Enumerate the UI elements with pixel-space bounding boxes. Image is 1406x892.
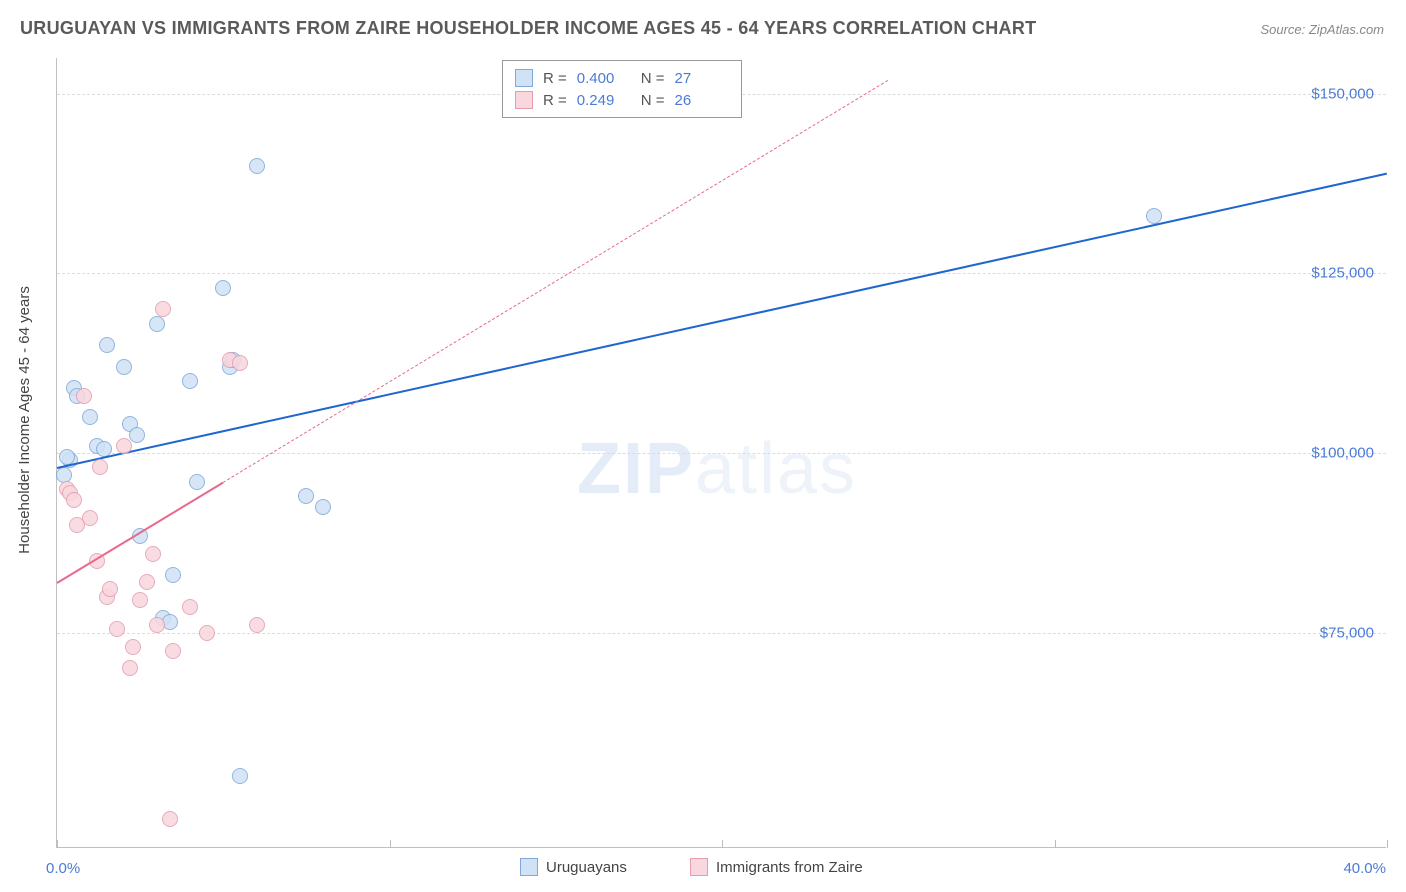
data-point: [102, 581, 118, 597]
gridline: [57, 273, 1386, 274]
data-point: [298, 488, 314, 504]
legend-row: R = 0.400 N = 27: [515, 67, 729, 89]
n-value: 27: [675, 70, 729, 87]
x-tick: [722, 840, 723, 848]
legend-row: R = 0.249 N = 26: [515, 89, 729, 111]
y-tick-label: $125,000: [1311, 265, 1374, 282]
data-point: [189, 474, 205, 490]
data-point: [199, 625, 215, 641]
legend-swatch: [515, 91, 533, 109]
data-point: [66, 492, 82, 508]
gridline: [57, 453, 1386, 454]
trend-line: [56, 482, 223, 584]
legend-swatch-uruguayans: [520, 858, 538, 876]
data-point: [116, 438, 132, 454]
data-point: [82, 510, 98, 526]
legend-label-uruguayans: Uruguayans: [546, 859, 627, 876]
bottom-legend-a: Uruguayans: [520, 858, 627, 876]
x-tick: [1055, 840, 1056, 848]
source-attribution: Source: ZipAtlas.com: [1260, 22, 1384, 37]
data-point: [76, 388, 92, 404]
legend-label-zaire: Immigrants from Zaire: [716, 859, 863, 876]
y-tick-label: $150,000: [1311, 85, 1374, 102]
legend-swatch: [515, 69, 533, 87]
data-point: [155, 301, 171, 317]
data-point: [249, 158, 265, 174]
n-label: N =: [641, 70, 665, 87]
data-point: [149, 617, 165, 633]
data-point: [315, 499, 331, 515]
r-label: R =: [543, 70, 567, 87]
data-point: [165, 643, 181, 659]
r-value: 0.400: [577, 70, 631, 87]
data-point: [139, 574, 155, 590]
legend-swatch-zaire: [690, 858, 708, 876]
chart-title: URUGUAYAN VS IMMIGRANTS FROM ZAIRE HOUSE…: [20, 18, 1036, 39]
x-axis-max-label: 40.0%: [1343, 860, 1386, 877]
x-tick: [57, 840, 58, 848]
data-point: [165, 567, 181, 583]
data-point: [215, 280, 231, 296]
data-point: [182, 599, 198, 615]
data-point: [182, 373, 198, 389]
r-value: 0.249: [577, 92, 631, 109]
data-point: [122, 660, 138, 676]
y-axis-label: Householder Income Ages 45 - 64 years: [16, 286, 33, 554]
plot-area: ZIPatlas $75,000 $100,000 $125,000 $150,000…: [56, 58, 1386, 848]
data-point: [162, 811, 178, 827]
data-point: [249, 617, 265, 633]
trend-line: [223, 80, 889, 483]
bottom-legend-b: Immigrants from Zaire: [690, 858, 863, 876]
data-point: [92, 459, 108, 475]
trend-line: [57, 173, 1387, 469]
watermark-atlas: atlas: [695, 429, 857, 509]
data-point: [116, 359, 132, 375]
data-point: [82, 409, 98, 425]
x-tick: [390, 840, 391, 848]
x-axis-min-label: 0.0%: [46, 860, 80, 877]
data-point: [129, 427, 145, 443]
n-value: 26: [675, 92, 729, 109]
data-point: [145, 546, 161, 562]
data-point: [232, 768, 248, 784]
data-point: [149, 316, 165, 332]
data-point: [232, 355, 248, 371]
data-point: [99, 337, 115, 353]
y-tick-label: $100,000: [1311, 445, 1374, 462]
r-label: R =: [543, 92, 567, 109]
y-tick-label: $75,000: [1320, 624, 1374, 641]
correlation-legend: R = 0.400 N = 27 R = 0.249 N = 26: [502, 60, 742, 118]
data-point: [59, 449, 75, 465]
watermark-zip: ZIP: [577, 429, 695, 509]
data-point: [109, 621, 125, 637]
x-tick: [1387, 840, 1388, 848]
data-point: [56, 467, 72, 483]
data-point: [132, 592, 148, 608]
data-point: [125, 639, 141, 655]
n-label: N =: [641, 92, 665, 109]
watermark: ZIPatlas: [577, 428, 857, 510]
